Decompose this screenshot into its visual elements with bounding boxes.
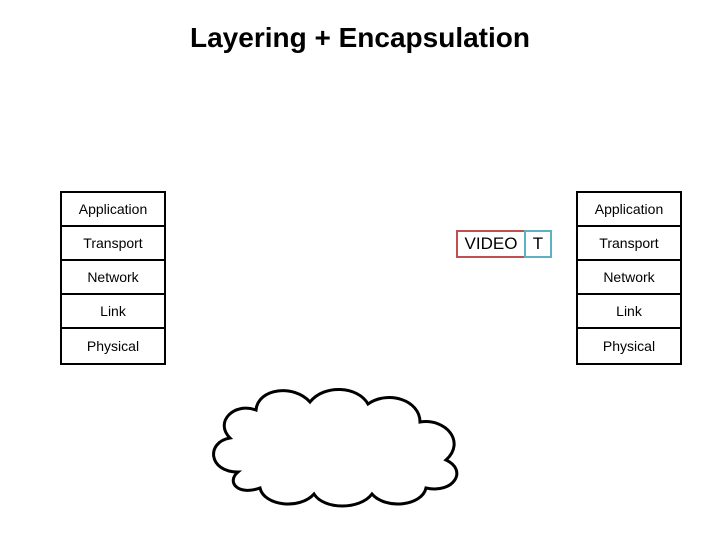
- left-cell-physical: Physical: [62, 329, 164, 363]
- left-cell-link: Link: [62, 295, 164, 329]
- left-cell-transport: Transport: [62, 227, 164, 261]
- left-layer-stack: ApplicationTransportNetworkLinkPhysical: [60, 191, 166, 365]
- right-layer-stack: ApplicationTransportNetworkLinkPhysical: [576, 191, 682, 365]
- page-title: Layering + Encapsulation: [0, 22, 720, 54]
- right-cell-application: Application: [578, 193, 680, 227]
- right-cell-network: Network: [578, 261, 680, 295]
- right-cell-physical: Physical: [578, 329, 680, 363]
- packet-segment-t: T: [524, 230, 552, 258]
- packet-segment-video: VIDEO: [456, 230, 526, 258]
- left-cell-application: Application: [62, 193, 164, 227]
- network-cloud-icon: [198, 372, 478, 512]
- right-cell-transport: Transport: [578, 227, 680, 261]
- left-cell-network: Network: [62, 261, 164, 295]
- encapsulated-packet: VIDEOT: [456, 230, 552, 258]
- right-cell-link: Link: [578, 295, 680, 329]
